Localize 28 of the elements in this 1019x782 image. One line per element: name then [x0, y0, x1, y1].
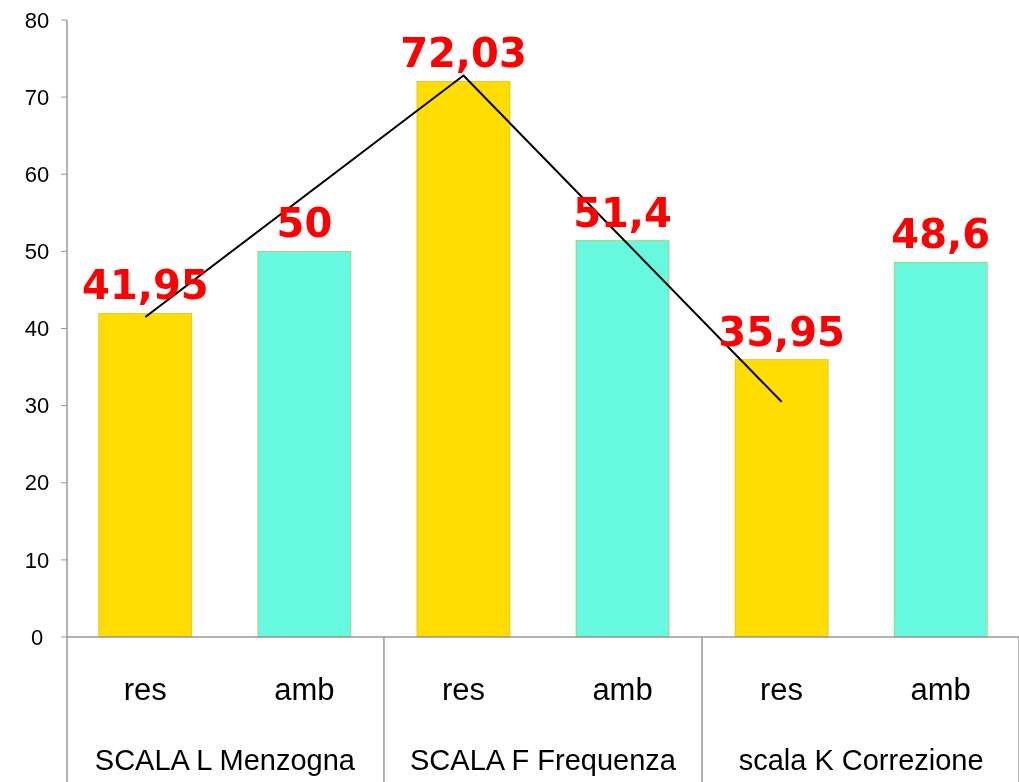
data-label: 48,6	[891, 211, 991, 258]
text: SCALA F Frequenza	[410, 744, 677, 776]
x-tick-label: amb	[274, 672, 335, 707]
text: SCALA L Menzogna	[94, 744, 356, 776]
data-label: 35,95	[718, 308, 845, 355]
y-tick-label: 50	[24, 239, 50, 265]
y-tick-label: 60	[24, 161, 50, 187]
bar	[98, 313, 193, 638]
x-tick-label: res	[441, 672, 486, 707]
y-tick-label: 10	[24, 547, 50, 573]
data-label: 50	[276, 200, 333, 247]
bar	[893, 261, 988, 638]
y-tick-label: 80	[24, 7, 50, 33]
x-tick-label: amb	[910, 672, 971, 707]
bar	[257, 251, 352, 638]
y-tick-label: 30	[24, 393, 50, 419]
y-tick-label: 0	[30, 624, 44, 650]
bar	[416, 81, 511, 638]
x-tick-label: res	[760, 672, 804, 707]
x-tick-label: amb	[592, 672, 653, 707]
bar	[575, 240, 670, 638]
bar	[734, 359, 829, 638]
x-tick-label: res	[123, 672, 167, 707]
text: scala K Correzione	[738, 744, 984, 776]
y-tick-label: 70	[24, 84, 50, 110]
y-tick-label: 40	[24, 316, 50, 342]
y-tick-label: 20	[24, 470, 50, 496]
data-label: 72,03	[400, 30, 527, 77]
